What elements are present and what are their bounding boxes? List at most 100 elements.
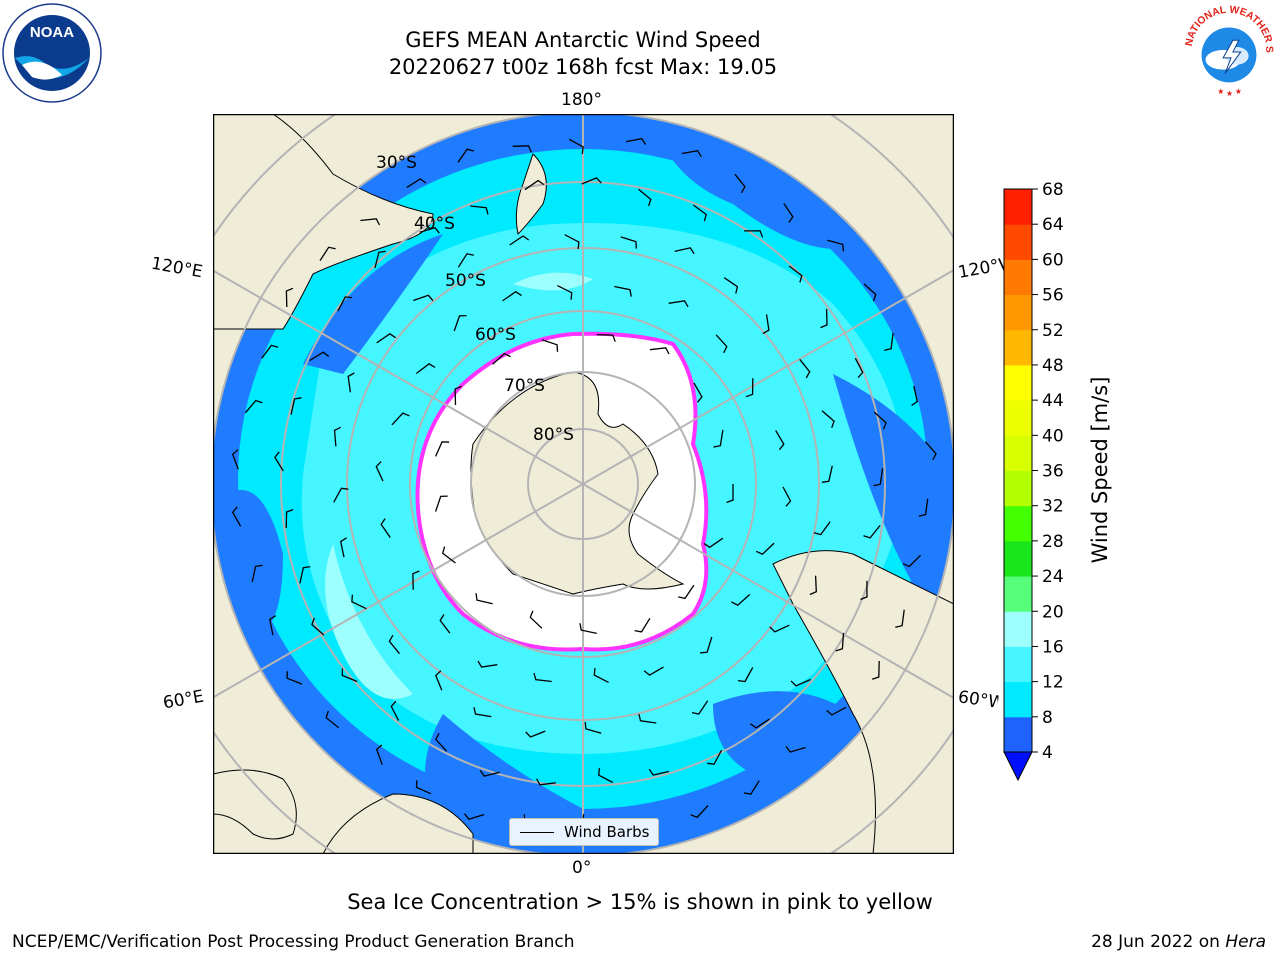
wind-barb (648, 768, 669, 776)
wind-barb (799, 358, 811, 379)
wind-barb (319, 246, 336, 262)
wind-barb (693, 382, 703, 403)
wind-barb-legend-line (520, 831, 554, 833)
wind-barb (596, 333, 616, 342)
wind-barb (290, 397, 302, 415)
wind-barb (457, 148, 475, 163)
wind-barb (783, 203, 794, 223)
colorbar-tick-label: 28 (1042, 532, 1064, 552)
wind-barb (434, 495, 448, 512)
colorbar-segment (1004, 435, 1032, 471)
wind-barb (435, 732, 448, 752)
wind-barb (785, 746, 806, 753)
wind-barb (643, 666, 664, 676)
lon-label-180: 180° (561, 90, 602, 110)
wind-barb (509, 235, 530, 246)
wind-barb (902, 554, 922, 568)
wind-barb (821, 465, 833, 483)
wind-barb (775, 430, 785, 451)
wind-barb (299, 565, 311, 584)
wind-barb (782, 486, 792, 507)
colorbar-segment (1004, 646, 1032, 683)
footer-machine: Hera (1225, 932, 1266, 952)
wind-barb (347, 372, 355, 393)
colorbar-segment (1004, 259, 1032, 296)
colorbar-tick-label: 36 (1042, 462, 1064, 482)
wind-barb (918, 498, 929, 517)
lat-label-80s: 80°S (533, 425, 574, 445)
wind-barb (261, 344, 279, 359)
wind-barb (473, 707, 492, 718)
lat-label-40s: 40°S (414, 214, 455, 234)
wind-barb (375, 461, 384, 482)
wind-barb (835, 632, 845, 652)
wind-barb (477, 660, 498, 668)
colorbar-segment (1004, 224, 1032, 260)
wind-barb (593, 668, 609, 683)
wind-barb (821, 410, 835, 429)
wind-barb (533, 672, 552, 683)
wind-barb (390, 700, 400, 721)
wind-barb (375, 744, 383, 765)
wind-barb (557, 285, 573, 300)
wind-barb (620, 236, 638, 249)
wind-barb (690, 805, 709, 819)
wind-barb (439, 614, 451, 634)
colorbar-tick-label: 24 (1042, 567, 1064, 587)
wind-barb (854, 357, 864, 379)
wind-barb (668, 300, 689, 308)
wind-barb (863, 283, 877, 302)
map-frame-border (213, 114, 954, 854)
lon-label-120e: 120°E (149, 253, 205, 283)
wind-barb (285, 287, 294, 308)
colorbar-segment (1004, 189, 1032, 225)
colorbar-tick-label: 60 (1042, 250, 1064, 270)
footer-credit: NCEP/EMC/Verification Post Processing Pr… (12, 932, 575, 952)
wind-barbs (231, 137, 937, 831)
wind-barb (502, 290, 522, 302)
wind-barb (479, 770, 500, 777)
lat-label-70s: 70°S (504, 376, 545, 396)
wind-barb (564, 234, 580, 250)
wind-barb (360, 218, 381, 226)
colorbar-tick-label: 48 (1042, 356, 1064, 376)
wind-barb (333, 426, 341, 447)
wind-barb (251, 564, 263, 583)
wind-barb (738, 667, 754, 683)
footer-date-text: 28 Jun 2022 on (1091, 932, 1226, 952)
wind-barb (625, 137, 647, 145)
wind-barb (790, 678, 811, 687)
colorbar-segment (1004, 611, 1032, 647)
africa (322, 793, 474, 854)
wind-barb (579, 623, 597, 635)
wind-barb (584, 721, 602, 734)
wind-barb (463, 813, 485, 820)
chart-title: GEFS MEAN Antarctic Wind Speed (405, 28, 761, 52)
colorbar-extend-arrow (1003, 751, 1033, 782)
wind-barb (309, 351, 330, 362)
wind-barb (744, 230, 764, 238)
wind-barb (638, 188, 652, 207)
polar-map (213, 114, 954, 854)
wind-barb (568, 138, 584, 155)
wind-barb (649, 347, 670, 355)
colorbar-segment (1004, 681, 1032, 718)
wind-barb (333, 487, 349, 503)
wind-barb (525, 730, 546, 738)
wind-barb (415, 363, 436, 375)
colorbar-segment (1004, 505, 1032, 542)
wind-barb (873, 468, 884, 487)
wind-barb (707, 749, 723, 765)
wind-barb (911, 385, 919, 407)
noaa-logo: NOAA (2, 3, 102, 103)
colorbar-tick-label: 64 (1042, 215, 1064, 235)
chart-subtitle: 20220627 t00z 168h fcst Max: 19.05 (388, 55, 778, 79)
wind-barb (750, 718, 770, 729)
wind-barb (809, 575, 817, 596)
wind-barb (734, 173, 746, 194)
colorbar-tick-label: 20 (1042, 602, 1064, 622)
wind-barb (453, 314, 467, 332)
wind-barb (743, 780, 760, 795)
wind-barb (380, 518, 391, 538)
wind-barb (700, 636, 713, 654)
